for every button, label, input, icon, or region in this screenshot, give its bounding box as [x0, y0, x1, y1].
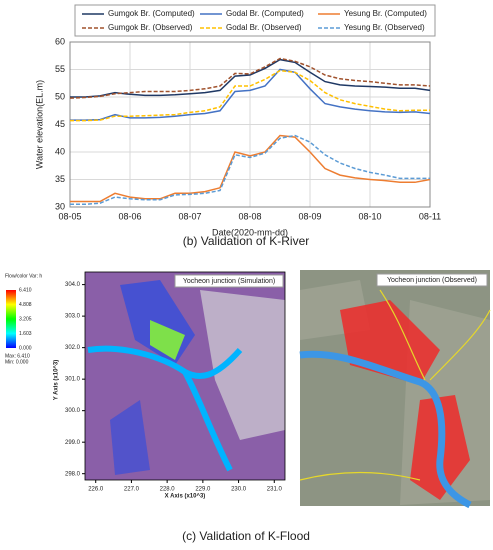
y-tick-label: 298.0 — [65, 471, 81, 477]
colorbar-stat: Min: 0.000 — [5, 359, 29, 365]
colorbar-label: 4.808 — [19, 302, 32, 308]
y-tick-label: 303.0 — [65, 314, 81, 320]
legend-box — [74, 4, 436, 37]
terrain — [200, 290, 285, 440]
legend-label: Godal Br. (Computed) — [226, 9, 304, 18]
series-line — [70, 69, 430, 122]
y-tick-label: 45 — [55, 119, 65, 129]
y-tick-label: 301.0 — [65, 377, 81, 383]
x-tick-label: 230.0 — [231, 487, 247, 493]
y-tick-label: 304.0 — [65, 282, 81, 288]
y-tick-label: 60 — [55, 36, 65, 46]
colorbar-label: 0.000 — [19, 345, 32, 351]
x-tick-label: 231.0 — [267, 487, 283, 493]
legend-label: Yesung Br. (Observed) — [344, 23, 425, 32]
series-line — [70, 58, 431, 98]
series-line — [69, 57, 431, 99]
x-tick-label: 08-10 — [358, 211, 381, 221]
x-tick-label: 08-07 — [178, 211, 201, 221]
series-line — [70, 134, 430, 206]
colorbar-label: 1.603 — [19, 331, 32, 337]
colorbar-stat: Max: 6.410 — [5, 353, 30, 359]
colorbar-title: Flow/color Var: h — [5, 273, 42, 279]
legend-label: Gumgok Br. (Observed) — [108, 23, 193, 32]
y-tick-label: 30 — [55, 201, 65, 211]
flood-area — [110, 400, 150, 475]
x-axis-label: Date(2020-mm-dd) — [212, 227, 288, 237]
y-tick-label: 40 — [55, 146, 65, 156]
y-tick-label: 302.0 — [65, 345, 81, 351]
series-line — [70, 134, 431, 203]
colorbar-label: 3.205 — [19, 316, 32, 322]
flood-area — [150, 320, 185, 360]
colorbar-label: 6.410 — [19, 287, 32, 293]
sim-map-frame — [84, 271, 286, 481]
river — [87, 345, 243, 472]
legend-label: Gumgok Br. (Computed) — [108, 9, 195, 18]
x-tick-label: 08-05 — [58, 211, 81, 221]
legend-label: Godal Br. (Observed) — [226, 23, 302, 32]
map-title: Yocheon junction (Observed) — [387, 277, 477, 284]
y-tick-label: 55 — [55, 64, 65, 74]
x-tick-label: 08-09 — [298, 211, 321, 221]
boundary — [299, 289, 491, 481]
x-tick-label: 227.0 — [124, 487, 140, 493]
river — [299, 350, 472, 509]
y-tick-label: 35 — [55, 174, 65, 184]
legend-label: Yesung Br. (Computed) — [344, 9, 427, 18]
caption: (c) Validation of K-Flood — [182, 529, 310, 543]
x-tick-label: 08-08 — [238, 211, 261, 221]
colorbar — [6, 290, 16, 348]
label-box — [174, 274, 284, 288]
y-axis-label: Y Axis (x10^3) — [54, 360, 60, 401]
series-line — [70, 68, 431, 121]
y-tick-label: 50 — [55, 91, 65, 101]
x-tick-label: 228.0 — [160, 487, 176, 493]
plot-frame — [69, 41, 431, 208]
caption: (b) Validation of K-River — [183, 234, 310, 248]
y-tick-label: 299.0 — [65, 440, 81, 446]
x-tick-label: 229.0 — [195, 487, 211, 493]
x-tick-label: 08-06 — [118, 211, 141, 221]
map-title: Yocheon junction (Simulation) — [183, 278, 275, 285]
x-tick-label: 226.0 — [88, 487, 104, 493]
label-box — [376, 273, 488, 287]
y-tick-label: 300.0 — [65, 408, 81, 414]
x-tick-label: 08-11 — [419, 211, 441, 221]
x-axis-label: X Axis (x10^3) — [165, 494, 206, 500]
y-axis-label: Water elevation(EL.m) — [34, 80, 44, 169]
